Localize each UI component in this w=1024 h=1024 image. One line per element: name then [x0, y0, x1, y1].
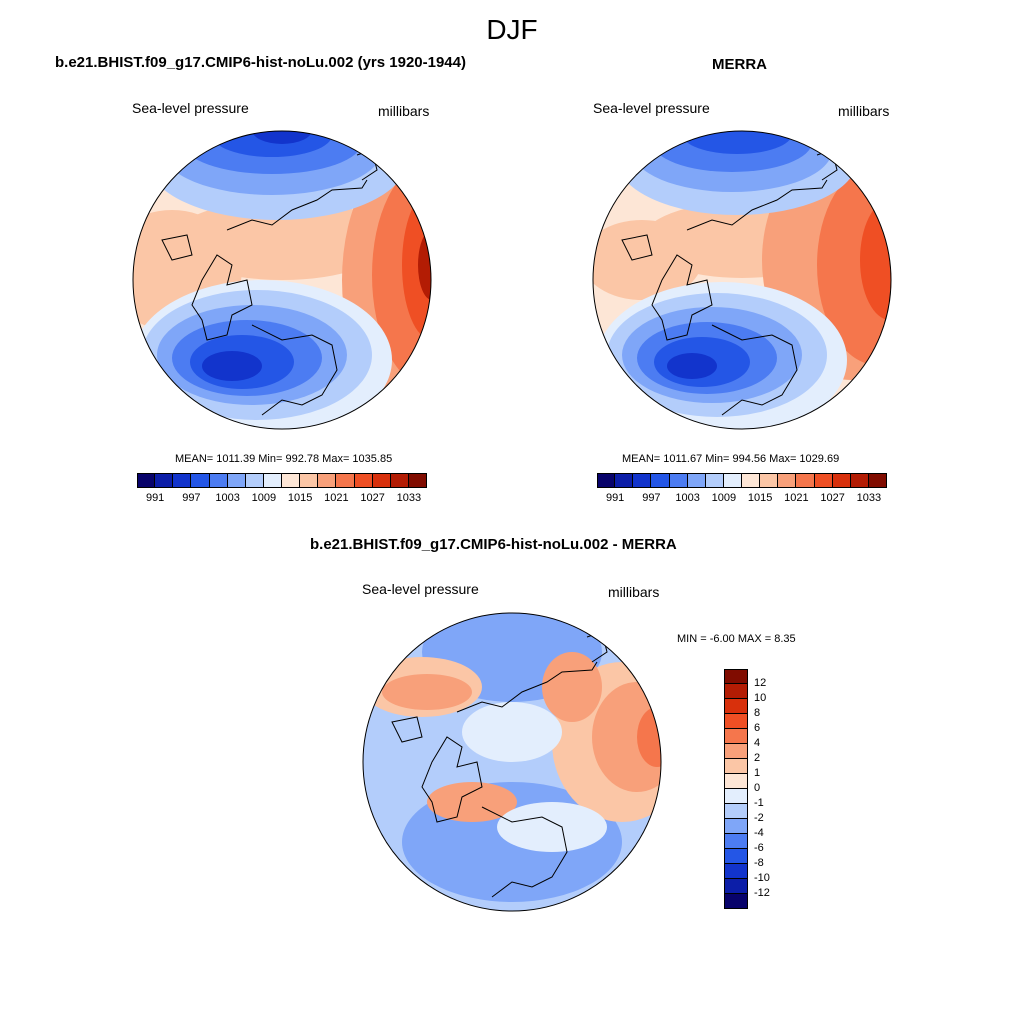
- colorbar-tick-label: 1009: [711, 492, 737, 504]
- colorbar-tick-label: 1003: [215, 492, 240, 504]
- colorbar-box: [651, 473, 670, 488]
- colorbar-tick-label: 1003: [675, 492, 700, 504]
- panel3-units: millibars: [608, 584, 660, 600]
- colorbar-box: [173, 473, 192, 488]
- panel3-title: b.e21.BHIST.f09_g17.CMIP6-hist-noLu.002 …: [310, 536, 677, 553]
- colorbar-box: [724, 684, 748, 699]
- colorbar-tick-label: 997: [182, 492, 201, 504]
- colorbar-box: [724, 759, 748, 774]
- colorbar-tick-label: 1: [754, 767, 761, 779]
- colorbar-box: [723, 473, 742, 488]
- colorbar-tick-label: 8: [754, 707, 761, 719]
- colorbar-box: [724, 864, 748, 879]
- colorbar-box: [354, 473, 373, 488]
- colorbar-tick-label: 997: [642, 492, 661, 504]
- panel3-map: [362, 612, 662, 912]
- panel3-colorbar: 12 10 8 6 4 2 1 0 -1 -2 -4 -6 -8 -10 -12: [724, 669, 804, 909]
- colorbar-box: [687, 473, 706, 488]
- colorbar-box: [155, 473, 174, 488]
- colorbar-tick-label: -8: [754, 857, 764, 869]
- colorbar-box: [832, 473, 851, 488]
- colorbar-box: [669, 473, 688, 488]
- colorbar-box: [724, 699, 748, 714]
- colorbar-box: [724, 879, 748, 894]
- colorbar-tick-label: -12: [754, 887, 770, 899]
- colorbar-tick-label: 10: [754, 692, 767, 704]
- colorbar-box: [760, 473, 779, 488]
- colorbar-tick-label: 2: [754, 752, 761, 764]
- panel1-title: b.e21.BHIST.f09_g17.CMIP6-hist-noLu.002 …: [55, 54, 466, 71]
- colorbar-tick-label: 0: [754, 782, 761, 794]
- colorbar-box: [778, 473, 797, 488]
- colorbar-box: [724, 744, 748, 759]
- colorbar-tick-label: 1009: [251, 492, 277, 504]
- colorbar-box: [724, 819, 748, 834]
- colorbar-box: [724, 774, 748, 789]
- colorbar-box: [191, 473, 210, 488]
- panel1-units: millibars: [378, 103, 430, 119]
- colorbar-box: [705, 473, 724, 488]
- colorbar-tick-label: -2: [754, 812, 764, 824]
- colorbar-tick-label: 1033: [856, 492, 882, 504]
- colorbar-tick-label: -6: [754, 842, 764, 854]
- colorbar-tick-label: 1027: [360, 492, 385, 504]
- colorbar-box: [615, 473, 634, 488]
- colorbar-box: [227, 473, 246, 488]
- colorbar-box: [372, 473, 391, 488]
- colorbar-tick-label: 4: [754, 737, 761, 749]
- panel1-colorbar: 991 997 1003 1009 1015 1021 1027 1033: [137, 473, 427, 504]
- colorbar-box: [137, 473, 156, 488]
- colorbar-box: [724, 729, 748, 744]
- colorbar-tick-label: 991: [605, 492, 625, 504]
- colorbar-box: [724, 669, 748, 684]
- panel1-map: [132, 130, 432, 430]
- panel1-variable: Sea-level pressure: [132, 100, 249, 116]
- panel2-variable: Sea-level pressure: [593, 100, 710, 116]
- colorbar-box: [724, 714, 748, 729]
- colorbar-box: [282, 473, 301, 488]
- colorbar-box: [850, 473, 869, 488]
- colorbar-tick-label: 1027: [820, 492, 845, 504]
- colorbar-box: [390, 473, 409, 488]
- panel2-map: [592, 130, 892, 430]
- panel3-stats: MIN = -6.00 MAX = 8.35: [677, 633, 796, 645]
- colorbar-tick-label: 6: [754, 722, 761, 734]
- colorbar-box: [724, 834, 748, 849]
- colorbar-box: [724, 789, 748, 804]
- colorbar-box: [796, 473, 815, 488]
- colorbar-box: [336, 473, 355, 488]
- colorbar-box: [318, 473, 337, 488]
- colorbar-tick-label: 12: [754, 677, 767, 689]
- colorbar-tick-label: 1015: [747, 492, 773, 504]
- colorbar-tick-label: 1021: [784, 492, 809, 504]
- panel2-stats: MEAN= 1011.67 Min= 994.56 Max= 1029.69: [622, 453, 840, 465]
- colorbar-tick-label: 1033: [396, 492, 422, 504]
- colorbar-tick-label: 1015: [287, 492, 313, 504]
- colorbar-tick-label: -4: [754, 827, 764, 839]
- panel2-title: MERRA: [712, 56, 767, 73]
- panel3-variable: Sea-level pressure: [362, 581, 479, 597]
- colorbar-box: [633, 473, 652, 488]
- colorbar-box: [245, 473, 264, 488]
- colorbar-tick-label: -1: [754, 797, 764, 809]
- colorbar-box: [263, 473, 282, 488]
- colorbar-box: [597, 473, 616, 488]
- colorbar-box: [724, 849, 748, 864]
- colorbar-box: [300, 473, 319, 488]
- colorbar-tick-label: -10: [754, 872, 770, 884]
- panel2-colorbar: 991 997 1003 1009 1015 1021 1027 1033: [597, 473, 887, 504]
- figure-title: DJF: [486, 14, 538, 45]
- panel2-units: millibars: [838, 103, 890, 119]
- colorbar-box: [742, 473, 761, 488]
- colorbar-box: [814, 473, 833, 488]
- colorbar-tick-label: 1021: [324, 492, 349, 504]
- colorbar-box: [209, 473, 228, 488]
- colorbar-box: [724, 804, 748, 819]
- panel1-stats: MEAN= 1011.39 Min= 992.78 Max= 1035.85: [175, 453, 393, 465]
- colorbar-tick-label: 991: [145, 492, 165, 504]
